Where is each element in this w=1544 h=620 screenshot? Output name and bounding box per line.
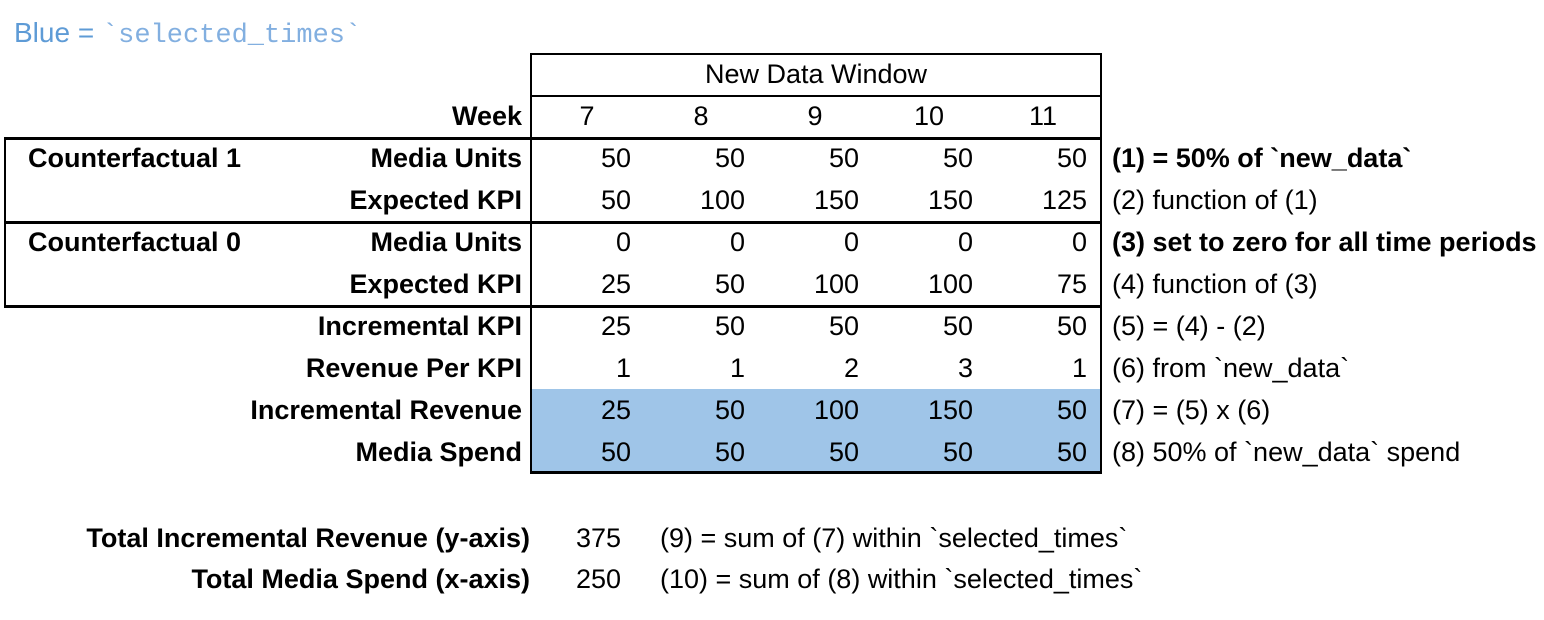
data-cell-highlighted: 50: [1056, 437, 1087, 467]
data-cell: 100: [699, 185, 745, 215]
data-cell: 50: [942, 143, 973, 173]
row-label: Media Units: [370, 143, 522, 173]
data-cell: 75: [1056, 269, 1087, 299]
row-label: Media Spend: [355, 437, 522, 467]
data-cell: 1: [729, 353, 745, 383]
week-value: 8: [693, 101, 709, 131]
data-cell: 2: [843, 353, 859, 383]
data-cell: 0: [1071, 227, 1087, 257]
week-value: 9: [807, 101, 823, 131]
row-label: Media Units: [370, 227, 522, 257]
row-note: (7) = (5) x (6): [1112, 395, 1271, 425]
row-note: (4) function of (3): [1112, 269, 1318, 299]
data-cell: 50: [1056, 143, 1087, 173]
table-row-incremental-kpi: Incremental KPI 25 50 50 50 50 (5) = (4)…: [0, 305, 1544, 347]
summary-row-total-incremental-revenue: Total Incremental Revenue (y-axis) 375 (…: [0, 517, 1544, 559]
data-cell: 50: [942, 311, 973, 341]
group-label-counterfactual-0: Counterfactual 0: [28, 227, 242, 257]
data-cell-highlighted: 50: [714, 395, 745, 425]
row-label: Incremental KPI: [317, 311, 522, 341]
border-groups-left: [4, 137, 6, 308]
table-row-revenue-per-kpi: Revenue Per KPI 1 1 2 3 1 (6) from `new_…: [0, 347, 1544, 389]
table-row-expected-kpi-cf1: Expected KPI 50 100 150 150 125 (2) func…: [0, 179, 1544, 221]
data-cell: 50: [714, 143, 745, 173]
week-row: Week 7 8 9 10 11: [0, 95, 1544, 137]
data-cell: 0: [957, 227, 973, 257]
data-cell-highlighted: 50: [600, 437, 631, 467]
data-cell: 50: [714, 311, 745, 341]
border-header-bottom: [530, 95, 1102, 97]
summary-note: (10) = sum of (8) within `selected_times…: [660, 564, 1143, 594]
week-value: 7: [579, 101, 595, 131]
data-cell-highlighted: 150: [927, 395, 973, 425]
new-data-window-header: New Data Window: [704, 59, 928, 89]
row-note: (3) set to zero for all time periods: [1112, 227, 1537, 257]
data-cell-highlighted: 25: [600, 395, 631, 425]
border-header-top: [530, 53, 1102, 55]
legend-prefix: Blue =: [14, 17, 102, 48]
selected-times-highlight: [532, 389, 1100, 471]
week-value: 10: [913, 101, 945, 131]
data-cell: 125: [1041, 185, 1087, 215]
group-label-counterfactual-1: Counterfactual 1: [28, 143, 242, 173]
data-cell: 50: [600, 185, 631, 215]
data-cell: 50: [714, 269, 745, 299]
table-row-incremental-revenue: Incremental Revenue 25 50 100 150 50 (7)…: [0, 389, 1544, 431]
row-note: (1) = 50% of `new_data`: [1112, 143, 1412, 173]
summary-row-total-media-spend: Total Media Spend (x-axis) 250 (10) = su…: [0, 558, 1544, 600]
row-note: (2) function of (1): [1112, 185, 1318, 215]
data-cell: 25: [600, 311, 631, 341]
summary-label: Total Media Spend (x-axis): [191, 564, 530, 594]
summary-value: 250: [576, 564, 622, 594]
data-cell-highlighted: 50: [714, 437, 745, 467]
data-cell: 50: [828, 311, 859, 341]
data-cell: 1: [615, 353, 631, 383]
row-label: Expected KPI: [349, 269, 522, 299]
data-cell: 25: [600, 269, 631, 299]
summary-note: (9) = sum of (7) within `selected_times`: [660, 523, 1128, 553]
data-cell: 150: [813, 185, 859, 215]
summary-label: Total Incremental Revenue (y-axis): [86, 523, 530, 553]
data-cell-highlighted: 50: [1056, 395, 1087, 425]
data-cell: 150: [927, 185, 973, 215]
row-label: Incremental Revenue: [250, 395, 522, 425]
data-cell-highlighted: 50: [828, 437, 859, 467]
data-cell: 50: [1056, 311, 1087, 341]
legend-code: `selected_times`: [101, 21, 362, 51]
data-cell: 100: [813, 269, 859, 299]
legend-blue-selected-times: Blue = `selected_times`: [14, 16, 361, 53]
data-cell: 100: [927, 269, 973, 299]
data-cell-highlighted: 50: [942, 437, 973, 467]
border-group-divider: [4, 221, 1102, 224]
row-note: (5) = (4) - (2): [1112, 311, 1266, 341]
week-value: 11: [1028, 101, 1058, 131]
data-cell: 0: [729, 227, 745, 257]
row-label: Revenue Per KPI: [305, 353, 522, 383]
data-cell: 0: [615, 227, 631, 257]
table-row-media-spend: Media Spend 50 50 50 50 50 (8) 50% of `n…: [0, 431, 1544, 473]
table-row-expected-kpi-cf0: Expected KPI 25 50 100 100 75 (4) functi…: [0, 263, 1544, 305]
border-table-bottom: [530, 471, 1102, 474]
row-note: (6) from `new_data`: [1112, 353, 1350, 383]
row-label: Expected KPI: [349, 185, 522, 215]
data-cell: 50: [828, 143, 859, 173]
data-cell: 0: [843, 227, 859, 257]
data-cell: 3: [957, 353, 973, 383]
data-cell-highlighted: 100: [813, 395, 859, 425]
border-group1-top: [4, 137, 1102, 140]
summary-value: 375: [576, 523, 622, 553]
border-data-left: [530, 53, 532, 474]
border-group0-bottom: [4, 305, 1102, 308]
table-row-media-units-cf1: Media Units 50 50 50 50 50 (1) = 50% of …: [0, 137, 1544, 179]
row-note: (8) 50% of `new_data` spend: [1112, 437, 1461, 467]
data-cell: 50: [600, 143, 631, 173]
border-data-right: [1100, 53, 1102, 474]
data-cell: 1: [1071, 353, 1087, 383]
week-label: Week: [451, 101, 522, 131]
table-row-media-units-cf0: Media Units 0 0 0 0 0 (3) set to zero fo…: [0, 221, 1544, 263]
